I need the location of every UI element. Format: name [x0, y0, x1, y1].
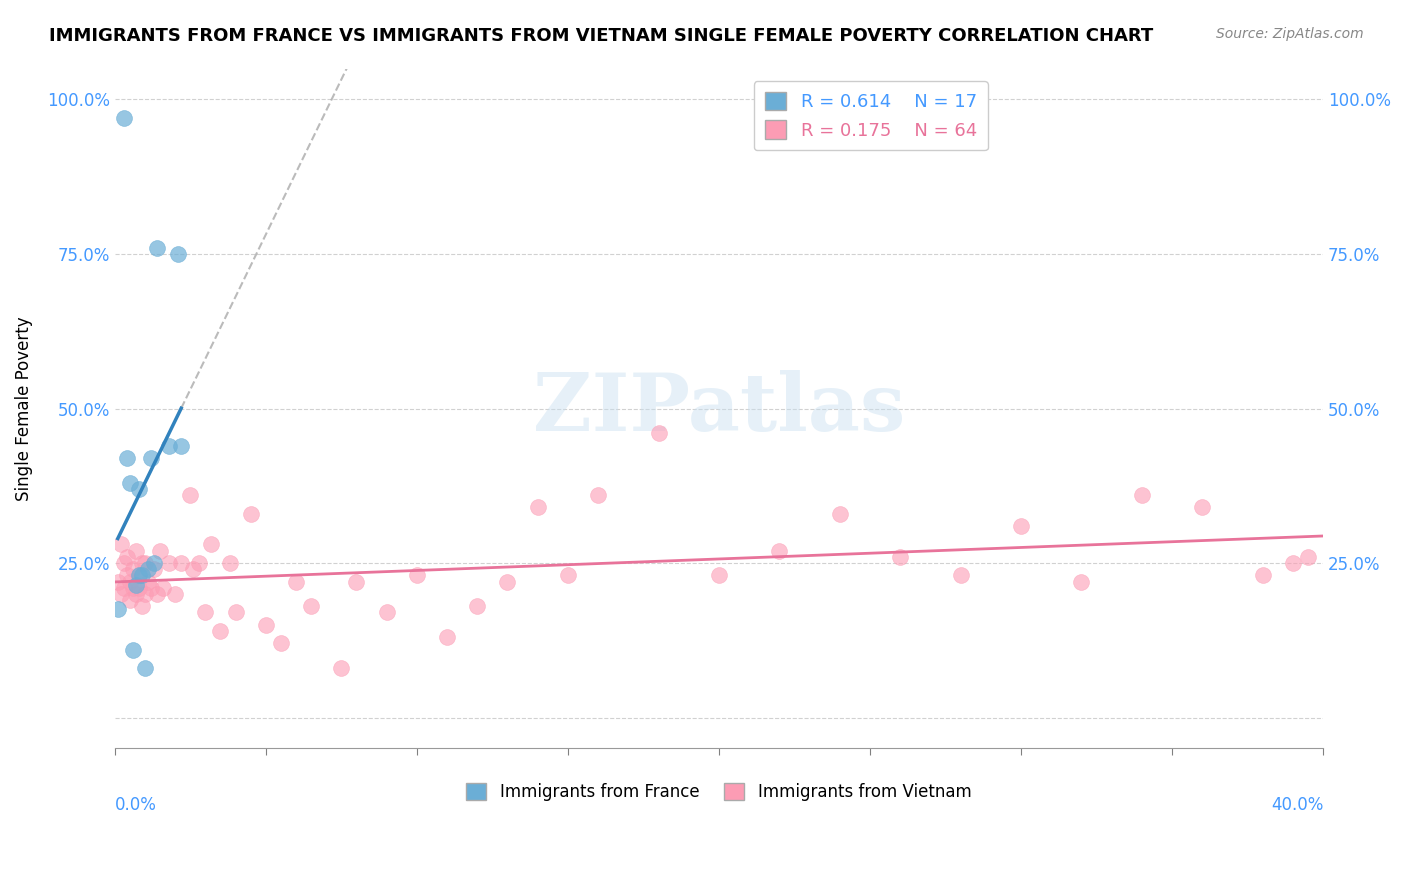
Point	[194, 606, 217, 620]
Point	[170, 439, 193, 453]
Point	[496, 574, 519, 589]
Point	[110, 537, 132, 551]
Point	[134, 587, 156, 601]
Point	[270, 636, 292, 650]
Point	[149, 543, 172, 558]
Point	[128, 581, 150, 595]
Point	[115, 568, 138, 582]
Point	[346, 574, 368, 589]
Point	[112, 581, 135, 595]
Point	[115, 450, 138, 465]
Point	[136, 574, 159, 589]
Point	[375, 606, 398, 620]
Point	[586, 488, 609, 502]
Point	[125, 543, 148, 558]
Point	[330, 661, 353, 675]
Point	[128, 568, 150, 582]
Text: IMMIGRANTS FROM FRANCE VS IMMIGRANTS FROM VIETNAM SINGLE FEMALE POVERTY CORRELAT: IMMIGRANTS FROM FRANCE VS IMMIGRANTS FRO…	[49, 27, 1153, 45]
Point	[143, 556, 166, 570]
Point	[1130, 488, 1153, 502]
Text: Source: ZipAtlas.com: Source: ZipAtlas.com	[1216, 27, 1364, 41]
Point	[1010, 519, 1032, 533]
Point	[1191, 500, 1213, 515]
Point	[557, 568, 579, 582]
Point	[225, 606, 247, 620]
Point	[139, 581, 162, 595]
Point	[209, 624, 232, 638]
Point	[1251, 568, 1274, 582]
Point	[131, 556, 153, 570]
Point	[152, 581, 174, 595]
Point	[118, 593, 141, 607]
Point	[1070, 574, 1092, 589]
Point	[122, 642, 145, 657]
Point	[218, 556, 240, 570]
Point	[707, 568, 730, 582]
Point	[1296, 549, 1319, 564]
Point	[128, 482, 150, 496]
Y-axis label: Single Female Poverty: Single Female Poverty	[15, 316, 32, 500]
Point	[146, 241, 169, 255]
Point	[118, 475, 141, 490]
Point	[112, 556, 135, 570]
Point	[157, 439, 180, 453]
Point	[134, 661, 156, 675]
Point	[949, 568, 972, 582]
Point	[107, 602, 129, 616]
Text: ZIPatlas: ZIPatlas	[533, 369, 905, 448]
Point	[131, 599, 153, 614]
Point	[647, 426, 669, 441]
Point	[131, 568, 153, 582]
Point	[526, 500, 548, 515]
Point	[254, 618, 277, 632]
Point	[889, 549, 911, 564]
Point	[405, 568, 427, 582]
Text: 40.0%: 40.0%	[1271, 796, 1323, 814]
Point	[128, 568, 150, 582]
Point	[143, 562, 166, 576]
Point	[768, 543, 790, 558]
Point	[828, 507, 851, 521]
Point	[134, 556, 156, 570]
Point	[436, 630, 458, 644]
Point	[239, 507, 262, 521]
Point	[122, 562, 145, 576]
Point	[167, 247, 190, 261]
Legend: Immigrants from France, Immigrants from Vietnam: Immigrants from France, Immigrants from …	[460, 777, 979, 808]
Point	[200, 537, 222, 551]
Point	[181, 562, 204, 576]
Point	[110, 587, 132, 601]
Point	[118, 574, 141, 589]
Point	[136, 562, 159, 576]
Point	[146, 587, 169, 601]
Point	[122, 581, 145, 595]
Point	[285, 574, 308, 589]
Point	[115, 549, 138, 564]
Point	[1282, 556, 1305, 570]
Point	[188, 556, 211, 570]
Point	[299, 599, 322, 614]
Point	[165, 587, 187, 601]
Text: 0.0%: 0.0%	[115, 796, 156, 814]
Point	[112, 111, 135, 125]
Point	[157, 556, 180, 570]
Point	[125, 577, 148, 591]
Point	[465, 599, 488, 614]
Point	[125, 587, 148, 601]
Point	[107, 574, 129, 589]
Point	[179, 488, 201, 502]
Point	[139, 450, 162, 465]
Point	[170, 556, 193, 570]
